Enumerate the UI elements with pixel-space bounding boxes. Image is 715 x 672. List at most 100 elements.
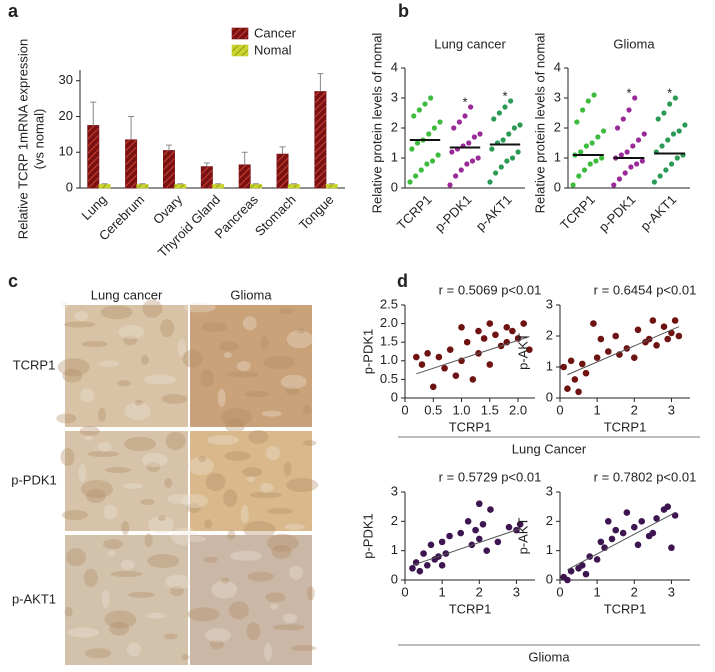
data-point — [560, 363, 568, 371]
x-tick-label: 0 — [556, 584, 563, 599]
data-point — [616, 176, 623, 182]
data-point — [595, 134, 601, 140]
data-point — [630, 354, 638, 362]
data-point — [438, 538, 446, 546]
legend-swatch — [231, 27, 249, 40]
error-bar — [203, 162, 210, 167]
texture — [124, 402, 151, 421]
error-bar — [241, 151, 248, 165]
x-axis-label: TCRP1 — [604, 601, 647, 616]
legend-label: Nomal — [254, 42, 292, 57]
texture — [242, 316, 257, 331]
texture — [280, 374, 307, 389]
x-tick-label: p-PDK1 — [596, 192, 639, 235]
texture — [160, 319, 175, 338]
x-tick-label: 3 — [513, 584, 520, 599]
data-point — [582, 570, 590, 578]
y-axis-label: p-PDK1 — [360, 513, 375, 559]
panel-letter: d — [397, 271, 408, 291]
texture — [83, 568, 98, 587]
row-label: p-PDK1 — [11, 472, 57, 487]
texture — [101, 589, 110, 608]
texture — [267, 508, 294, 514]
significance-mark: * — [626, 85, 631, 100]
annotation: r = 0.5729 p<0.01 — [439, 469, 542, 484]
texture — [73, 310, 88, 321]
data-point — [486, 361, 494, 368]
texture — [56, 413, 77, 424]
y-tick-label: 20 — [59, 108, 73, 123]
texture — [285, 385, 300, 396]
data-point — [471, 134, 477, 140]
error-bar — [253, 183, 260, 185]
data-point — [612, 332, 620, 340]
data-point — [424, 161, 430, 167]
fit-line — [567, 512, 676, 571]
x-tick-label: TCRP1 — [394, 192, 435, 233]
texture — [286, 478, 319, 492]
data-point — [582, 369, 590, 377]
y-tick-label: 1 — [391, 149, 398, 164]
data-point — [463, 338, 471, 346]
texture — [244, 391, 271, 398]
data-point — [634, 541, 642, 549]
y-tick-label: 3 — [546, 296, 553, 311]
error-bar — [128, 115, 135, 140]
texture — [201, 321, 228, 332]
data-point — [630, 523, 638, 531]
data-point — [661, 110, 667, 116]
texture — [206, 435, 239, 445]
data-point — [670, 131, 677, 137]
micrograph — [190, 305, 312, 427]
texture — [219, 341, 240, 352]
y-tick-label: 0.5 — [380, 371, 398, 386]
data-point — [496, 110, 502, 116]
data-point — [597, 538, 605, 546]
texture — [87, 451, 120, 457]
data-point — [578, 562, 586, 569]
data-point — [431, 125, 437, 131]
texture — [169, 585, 184, 596]
texture — [177, 338, 186, 357]
data-point — [665, 137, 671, 143]
bar — [325, 184, 338, 189]
data-point — [575, 388, 582, 396]
y-tick-label: 0 — [66, 179, 73, 194]
data-point — [668, 329, 675, 337]
error-bar — [165, 144, 172, 151]
y-tick-label: 2 — [546, 513, 553, 528]
x-tick-label: 1 — [594, 402, 601, 417]
texture — [110, 571, 143, 577]
texture — [144, 533, 153, 548]
texture — [100, 305, 133, 320]
y-tick-label: 2.5 — [380, 296, 398, 311]
data-point — [486, 320, 494, 327]
data-point — [420, 550, 427, 557]
fit-line — [412, 528, 521, 566]
data-point — [472, 526, 479, 534]
y-axis-label: Relative TCRP 1mRNA expression — [15, 39, 30, 239]
data-point — [608, 535, 616, 543]
texture — [103, 505, 118, 519]
data-point — [493, 170, 499, 176]
data-point — [416, 567, 424, 575]
x-tick-label: TCRP1 — [557, 192, 598, 233]
data-point — [453, 173, 459, 179]
data-point — [413, 173, 419, 179]
x-tick-label: 3 — [668, 584, 675, 599]
data-point — [638, 518, 646, 525]
data-point — [494, 538, 502, 546]
y-tick-label: 1 — [554, 149, 561, 164]
x-tick-label: p-AKT1 — [637, 192, 679, 234]
data-point — [626, 107, 632, 113]
x-tick-label: 1 — [439, 584, 446, 599]
texture — [182, 349, 203, 368]
texture — [271, 544, 292, 559]
data-point — [426, 131, 432, 137]
texture — [126, 642, 141, 657]
x-tick-label: 1 — [594, 584, 601, 599]
texture — [227, 530, 236, 540]
texture — [225, 418, 246, 433]
bar — [200, 166, 213, 189]
